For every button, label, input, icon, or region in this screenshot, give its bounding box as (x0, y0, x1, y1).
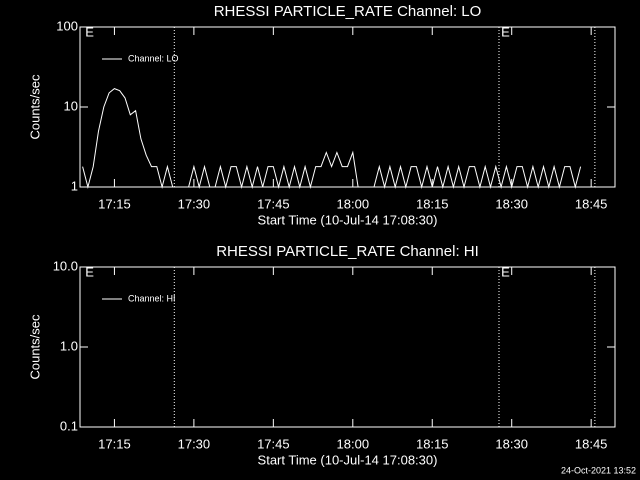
x-tick-label: 18:45 (575, 436, 608, 451)
x-axis-label: Start Time (10-Jul-14 17:08:30) (258, 212, 438, 227)
annotation: E (85, 24, 94, 39)
x-tick-label: 18:15 (416, 196, 449, 211)
x-tick-label: 17:45 (257, 436, 290, 451)
plot-frame (79, 26, 616, 188)
x-tick-label: 17:30 (178, 436, 211, 451)
x-tick-label: 18:30 (495, 196, 528, 211)
x-tick-label: 17:30 (178, 196, 211, 211)
y-axis-label: Counts/sec (27, 314, 42, 380)
y-tick-label: 10 (64, 98, 78, 113)
x-tick-label: 18:15 (416, 436, 449, 451)
y-axis-label: Counts/sec (27, 74, 42, 140)
x-tick-label: 17:45 (257, 196, 290, 211)
y-tick-label: 0.1 (60, 418, 78, 433)
y-tick-label: 1.0 (60, 338, 78, 353)
x-tick-label: 18:00 (337, 436, 370, 451)
x-tick-label: 18:00 (337, 196, 370, 211)
annotation: E (85, 264, 94, 279)
annotation: E (501, 264, 510, 279)
legend-label: Channel: LO (128, 53, 179, 63)
chart-title: RHESSI PARTICLE_RATE Channel: HI (216, 243, 479, 260)
x-tick-label: 17:15 (98, 436, 131, 451)
chart-title: RHESSI PARTICLE_RATE Channel: LO (214, 3, 482, 20)
x-tick-label: 18:30 (495, 436, 528, 451)
annotation: E (501, 24, 510, 39)
y-tick-label: 1 (71, 178, 78, 193)
plot-frame (79, 266, 616, 428)
legend-label: Channel: HI (128, 293, 176, 303)
x-tick-label: 18:45 (575, 196, 608, 211)
data-line (82, 88, 582, 189)
y-tick-label: 100 (56, 18, 78, 33)
x-axis-label: Start Time (10-Jul-14 17:08:30) (258, 452, 438, 467)
x-tick-label: 17:15 (98, 196, 131, 211)
y-tick-label: 10.0 (53, 258, 78, 273)
timestamp: 24-Oct-2021 13:52 (561, 465, 636, 475)
